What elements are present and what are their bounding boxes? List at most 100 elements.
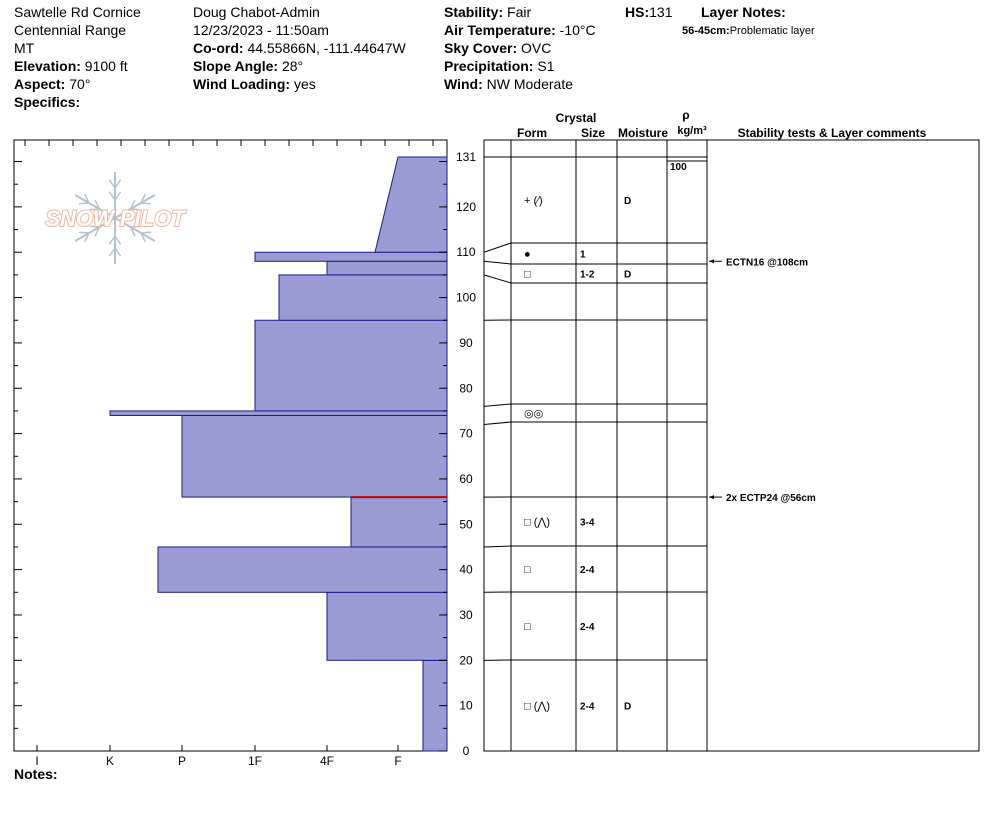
snowflake-branch [129,199,136,210]
hardness-layer [254,251,448,262]
snowflake-branch [108,179,116,189]
test-arrow-head [709,495,714,500]
snowflake-branch [129,226,136,237]
x-tick-label: 4F [320,754,334,768]
crystal-form: ◎◎ [524,408,543,420]
hardness-layer [278,274,448,321]
range-name: Centennial Range [14,22,127,38]
air-temp-label: Air Temperature: [444,22,556,38]
y-tick-label: 120 [456,200,476,214]
density-value: 100 [670,162,687,173]
col-stability: Stability tests & Layer comments [738,126,927,140]
snowflake-branch [89,208,100,211]
precip-row: Precipitation: S1 [444,57,596,75]
layer-table-frame [483,139,980,752]
hardness-layer [254,319,448,412]
slope-row: Slope Angle: 28° [193,57,406,75]
wind-loading-value: yes [293,76,316,92]
crystal-form: □ (⋀) [524,517,550,529]
y-tick-label: 100 [456,291,476,305]
snowflake-branch [108,247,116,257]
moisture: D [624,196,631,207]
header-right: Stability: Fair Air Temperature: -10°C S… [444,3,596,93]
crystal-form: □ (⋀) [524,701,550,713]
observer-name: Doug Chabot-Admin [193,4,320,20]
snowflake-arm [114,217,156,242]
col-size: Size [581,126,605,140]
stability-test-label: 2x ECTP24 @56cm [726,493,816,504]
x-tick-label: F [394,754,401,768]
hardness-layer [350,496,448,548]
snowflake-branch [89,225,100,228]
y-tick-label: 20 [459,653,473,667]
elevation-row: Elevation: 9100 ft [14,57,141,75]
precip-value: S1 [537,58,555,74]
snowflake-arm [74,217,116,242]
hardness-layer [157,546,448,593]
layer-note-text: Problematic layer [729,25,815,37]
layer-table: + (⁄) D ● 1 □ 1-2 D ◎◎ □ (⋀) 3-4 □ 2-4 □ 2-4 □ (⋀) 2-4 D… [483,140,816,751]
slope-value: 28° [281,58,304,74]
snowflake-branch [130,208,141,211]
test-arrow-head [709,259,714,264]
sky-value: OVC [521,40,552,56]
layer-note-row: 56-45cm:Problematic layer [682,22,815,40]
y-tick-label: 110 [456,245,475,259]
wind-loading-row: Wind Loading: yes [193,75,406,93]
snowflake-branch [114,235,122,245]
y-tick-label: 70 [459,427,473,441]
stability-test-label: ECTN16 @108cm [726,257,808,268]
stability-row: Stability: Fair [444,3,596,21]
wind-loading-label: Wind Loading: [193,76,291,92]
crystal-form: □ [524,269,531,281]
hardness-layer [109,410,448,416]
depth-connector [483,260,512,265]
state-name: MT [14,40,35,56]
coord-row: Co-ord: 44.55866N, -111.44647W [193,39,406,57]
hardness-layer [326,260,448,276]
x-tick-label: 1F [248,754,262,768]
crystal-size: 2-4 [580,702,595,713]
snowflake-branch [140,193,146,204]
hardness-layer [181,414,448,498]
hardness-layer [326,591,448,661]
crystal-form: □ [524,621,531,633]
crystal-size: 1-2 [580,270,595,281]
crystal-size: 2-4 [580,622,595,633]
precip-label: Precipitation: [444,58,534,74]
snowflake-branch [140,231,152,234]
depth-connector [483,421,512,426]
layer-notes-label: Layer Notes: [701,4,786,20]
sky-row: Sky Cover: OVC [444,39,596,57]
snowflake-branch [94,199,101,210]
stability-label: Stability: [444,4,504,20]
coord-label: Co-ord: [193,40,244,56]
col-crystal: Crystal [556,111,597,125]
y-tick-label: 0 [463,744,470,758]
snowflake-arm [114,194,156,219]
snowflake-arm [74,194,116,219]
snowflake-branch [114,247,122,257]
crystal-form: + (⁄) [524,195,543,207]
col-density: kg/m³ [677,125,707,137]
elevation-value: 9100 ft [84,58,128,74]
y-tick-label: 131 [456,150,476,164]
crystal-size: 1 [580,250,586,261]
stability-value: Fair [507,4,532,20]
hs-value: 131 [649,4,673,20]
hardness-layer [374,156,448,253]
snowflake-branch [140,232,146,243]
moisture: D [624,270,631,281]
hs-label: HS: [625,4,650,20]
air-temp-value: -10°C [559,22,596,38]
snowflake-branch [130,225,141,228]
snowflake-branch [84,193,90,204]
x-tick-label: P [178,754,186,768]
header-left: Sawtelle Rd Cornice Centennial Range MT … [14,3,141,111]
x-tick-label: K [106,754,114,768]
logo-text: SNOW PILOT [45,206,186,231]
snowflake-branch [94,226,101,237]
snowpilot-logo: SNOW PILOT [44,172,187,264]
y-tick-label: 30 [459,608,473,622]
y-tick-label: 10 [459,699,473,713]
